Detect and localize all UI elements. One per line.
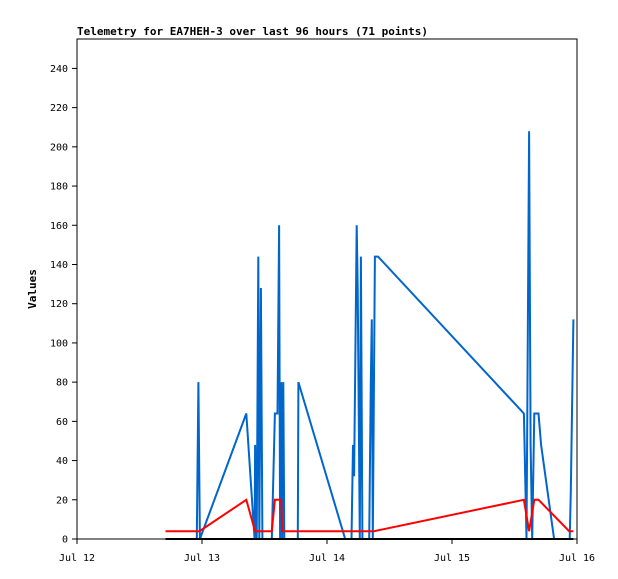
plot-frame xyxy=(76,38,578,540)
x-axis: Jul 12 Jul 13 Jul 14 Jul 15 Jul 16 xyxy=(59,539,595,564)
series-line-1 xyxy=(195,131,575,540)
y-tick-label: 100 xyxy=(50,338,68,349)
x-tick-label: Jul 15 xyxy=(434,553,470,564)
x-tick-label: Jul 12 xyxy=(59,553,95,564)
x-tick-label: Jul 13 xyxy=(184,553,220,564)
y-axis: 0 20 40 60 80 100 120 140 160 180 200 220 240 xyxy=(50,64,77,546)
y-tick-label: 60 xyxy=(56,417,68,428)
chart-title: Telemetry for EA7HEH-3 over last 96 hour… xyxy=(77,25,428,38)
x-tick-label: Jul 14 xyxy=(309,553,345,564)
y-tick-label: 0 xyxy=(62,535,68,546)
y-tick-label: 20 xyxy=(56,495,68,506)
y-tick-label: 180 xyxy=(50,182,68,193)
y-tick-label: 160 xyxy=(50,221,68,232)
y-tick-label: 80 xyxy=(56,378,68,389)
y-axis-label: Values xyxy=(26,269,39,309)
series-lines xyxy=(165,131,575,540)
y-tick-label: 200 xyxy=(50,142,68,153)
y-tick-label: 220 xyxy=(50,103,68,114)
y-tick-label: 120 xyxy=(50,299,68,310)
x-tick-label: Jul 16 xyxy=(559,553,595,564)
series-line-2 xyxy=(165,498,574,533)
y-tick-label: 40 xyxy=(56,456,68,467)
y-tick-label: 140 xyxy=(50,260,68,271)
y-tick-label: 240 xyxy=(50,64,68,75)
